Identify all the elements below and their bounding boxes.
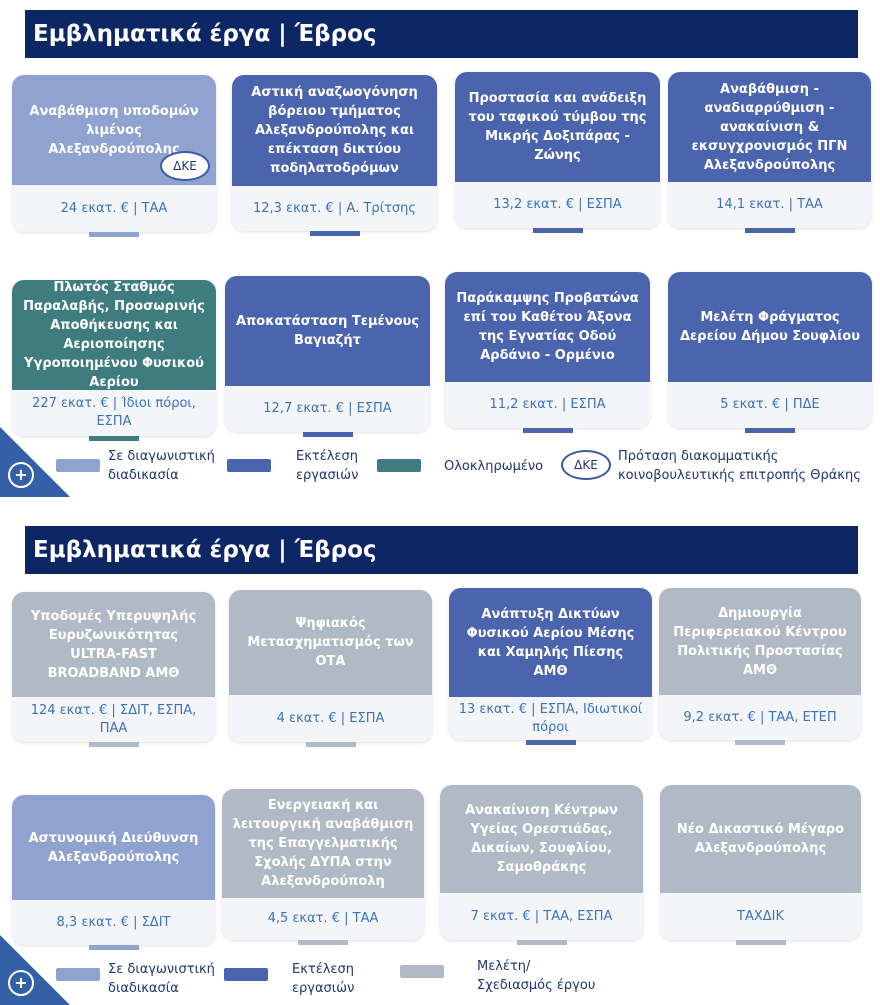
greek-emblem-icon: + xyxy=(8,970,34,996)
project-title: Υποδομές Υπερυψηλής Ευρυζωνικότητας ULTR… xyxy=(12,592,215,697)
project-budget: 12,7 εκατ. € | ΕΣΠΑ xyxy=(263,401,392,416)
project-title: Αστική αναζωογόνηση βόρειου τμήματος Αλε… xyxy=(232,75,437,186)
section-2-header: Εμβληματικά έργα | Έβρος xyxy=(25,526,858,574)
project-title: Ψηφιακός Μετασχηματισμός των ΟΤΑ xyxy=(229,590,432,695)
project-card: Πλωτός Σταθμός Παραλαβής, Προσωρινής Απο… xyxy=(12,280,216,441)
status-bar xyxy=(89,436,139,441)
project-card: Προστασία και ανάδειξη του ταφικού τύμβο… xyxy=(455,72,660,233)
project-title: Αστυνομική Διεύθυνση Αλεξανδρούπολης xyxy=(12,795,215,900)
project-card: Παράκαμψης Προβατώνα επί του Καθέτου Άξο… xyxy=(445,272,650,433)
project-budget: 4 εκατ. € | ΕΣΠΑ xyxy=(276,710,385,726)
project-card: Ενεργειακή και λειτουργική αναβάθμιση τη… xyxy=(222,789,424,945)
legend-label-study: Μελέτη/ Σχεδιασμός έργου xyxy=(477,959,596,993)
project-card: Αναβάθμιση - αναδιαρρύθμιση - ανακαίνιση… xyxy=(668,72,871,233)
status-bar xyxy=(745,428,795,433)
status-bar xyxy=(522,428,573,433)
legend-label-tender: Σε διαγωνιστική διαδικασία xyxy=(108,449,215,483)
legend-label-execution: Εκτέλεση εργασιών xyxy=(292,962,355,996)
status-bar xyxy=(516,940,567,945)
status-bar xyxy=(298,940,348,945)
status-bar xyxy=(302,432,353,437)
status-bar xyxy=(735,740,785,745)
project-card: Υποδομές Υπερυψηλής Ευρυζωνικότητας ULTR… xyxy=(12,592,215,747)
project-budget: 12,3 εκατ. € | Α. Τρίτσης xyxy=(252,200,417,216)
project-budget: 24 εκατ. € | ΤΑΑ xyxy=(60,200,168,216)
project-budget: 13 εκατ. € | ΕΣΠΑ, Ιδιωτικοί πόροι xyxy=(458,701,643,735)
legend-label-execution: Εκτέλεση εργασιών xyxy=(296,449,359,483)
project-budget: 124 εκατ. € | ΣΔΙΤ, ΕΣΠΑ, ΠΑΑ xyxy=(30,702,197,736)
greek-emblem-icon: + xyxy=(8,462,34,488)
project-title: Πλωτός Σταθμός Παραλαβής, Προσωρινής Απο… xyxy=(12,280,216,390)
project-title: Ανάπτυξη Δικτύων Φυσικού Αερίου Μέσης κα… xyxy=(449,588,652,697)
project-card: Δημιουργία Περιφερειακού Κέντρου Πολιτικ… xyxy=(659,588,861,745)
dke-badge: ΔΚΕ xyxy=(160,151,210,181)
legend-swatch-tender xyxy=(56,459,100,472)
project-card: Ανάπτυξη Δικτύων Φυσικού Αερίου Μέσης κα… xyxy=(449,588,652,745)
project-card: Μελέτη Φράγματος Δερείου Δήμου Σουφλίου … xyxy=(668,272,872,433)
status-bar xyxy=(309,231,360,236)
project-title: Αποκατάσταση Τεμένους Βαγιαζήτ xyxy=(225,276,430,386)
project-budget: 14,1 εκατ. | ΤΑΑ xyxy=(716,197,823,212)
project-card: Νέο Δικαστικό Μέγαρο Αλεξανδρούπολης ΤΑΧ… xyxy=(660,785,861,945)
project-title: Μελέτη Φράγματος Δερείου Δήμου Σουφλίου xyxy=(668,272,872,382)
legend-swatch-completed xyxy=(377,459,421,472)
legend-label-dke: Πρόταση διακομματικής κοινοβουλευτικής ε… xyxy=(618,449,861,483)
project-title: Νέο Δικαστικό Μέγαρο Αλεξανδρούπολης xyxy=(660,785,861,893)
legend-dke-badge: ΔΚΕ xyxy=(561,450,611,480)
project-title: Προστασία και ανάδειξη του ταφικού τύμβο… xyxy=(455,72,660,182)
status-bar xyxy=(735,940,786,945)
project-budget: 7 εκατ. € | ΤΑΑ, ΕΣΠΑ xyxy=(470,908,613,924)
status-bar xyxy=(89,232,139,237)
project-title: Ανακαίνιση Κέντρων Υγείας Ορεστιάδας, Δι… xyxy=(440,785,643,893)
project-card: Αστική αναζωογόνηση βόρειου τμήματος Αλε… xyxy=(232,75,437,236)
project-title: Δημιουργία Περιφερειακού Κέντρου Πολιτικ… xyxy=(659,588,861,695)
legend-swatch-execution xyxy=(224,968,268,981)
project-title: Ενεργειακή και λειτουργική αναβάθμιση τη… xyxy=(222,789,424,898)
project-budget: 4,5 εκατ. € | ΤΑΑ xyxy=(267,911,379,926)
project-budget: 13,2 εκατ. € | ΕΣΠΑ xyxy=(493,197,622,212)
status-bar xyxy=(88,742,139,747)
project-card: Ανακαίνιση Κέντρων Υγείας Ορεστιάδας, Δι… xyxy=(440,785,643,945)
status-bar xyxy=(88,945,139,950)
project-budget: ΤΑΧΔΙΚ xyxy=(737,908,784,924)
legend-swatch-tender xyxy=(56,968,100,981)
section-1-header: Εμβληματικά έργα | Έβρος xyxy=(25,10,858,58)
legend-label-tender: Σε διαγωνιστική διαδικασία xyxy=(108,962,215,996)
legend-swatch-execution xyxy=(227,459,271,472)
legend-swatch-study xyxy=(400,965,444,978)
project-budget: 227 εκατ. € | Ίδιοι πόροι, ΕΣΠΑ xyxy=(32,396,196,429)
project-title: Αναβάθμιση υποδομών λιμένος Αλεξανδρούπο… xyxy=(12,75,216,185)
project-title: Παράκαμψης Προβατώνα επί του Καθέτου Άξο… xyxy=(445,272,650,382)
project-budget: 11,2 εκατ. | ΕΣΠΑ xyxy=(489,397,606,412)
status-bar xyxy=(532,228,583,233)
status-bar xyxy=(525,740,576,745)
project-card: Αναβάθμιση υποδομών λιμένος Αλεξανδρούπο… xyxy=(12,75,216,237)
project-card: Ψηφιακός Μετασχηματισμός των ΟΤΑ 4 εκατ.… xyxy=(229,590,432,747)
project-budget: 8,3 εκατ. € | ΣΔΙΤ xyxy=(56,914,171,930)
project-title: Αναβάθμιση - αναδιαρρύθμιση - ανακαίνιση… xyxy=(668,72,871,182)
project-card: Αστυνομική Διεύθυνση Αλεξανδρούπολης 8,3… xyxy=(12,795,215,950)
status-bar xyxy=(305,742,356,747)
project-card: Αποκατάσταση Τεμένους Βαγιαζήτ 12,7 εκατ… xyxy=(225,276,430,437)
project-budget: 9,2 εκατ. € | ΤΑΑ, ΕΤΕΠ xyxy=(683,709,837,725)
project-budget: 5 εκατ. € | ΠΔΕ xyxy=(720,397,820,412)
legend-label-completed: Ολοκληρωμένο xyxy=(444,459,544,474)
status-bar xyxy=(744,228,795,233)
